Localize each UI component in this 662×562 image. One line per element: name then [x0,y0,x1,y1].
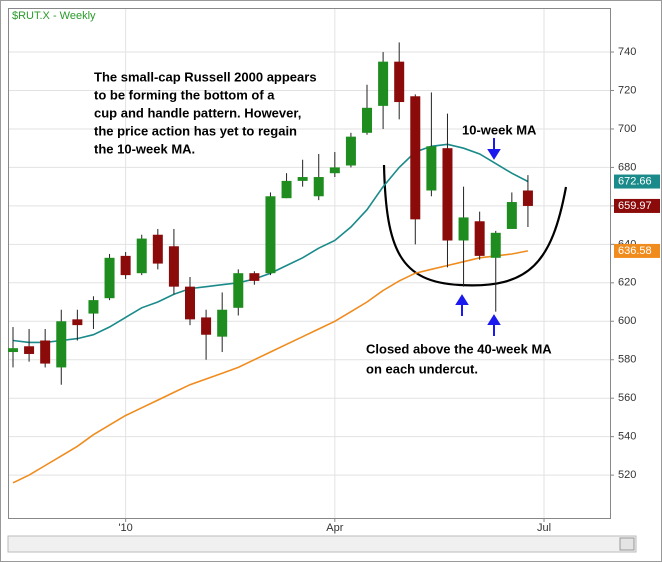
candle-body [297,177,308,181]
candle-body [104,257,115,299]
annotation-text: 10-week MA [462,122,537,137]
candle-body [394,61,405,103]
candle-body [24,346,35,354]
candle-body [442,148,453,241]
last-value-box [614,198,660,213]
candle-body [329,167,340,174]
candle-body [378,61,389,106]
scrollbar[interactable] [7,535,637,553]
arrows [455,138,501,336]
candle-body [7,348,18,353]
candle-body [168,246,179,287]
candle-body [217,309,228,337]
y-tick-label: 540 [618,431,636,443]
candle-body [281,180,292,199]
candle-body [458,217,469,241]
x-tick-label: Apr [326,522,343,534]
y-tick-label: 720 [618,84,636,96]
annotation-text: cup and handle pattern. However, [94,105,301,120]
candle-body [185,286,195,320]
moving-average-line [12,250,529,484]
candle-body [345,136,356,166]
candle-body [233,273,244,308]
y-tick-label: 580 [618,354,636,366]
candle-body [72,319,83,326]
chart-title: $RUT.X - Weekly [12,10,96,22]
candle-body [313,177,324,197]
annotation-text: to be forming the bottom of a [94,87,275,102]
candle-body [201,317,212,335]
plot-border [8,8,611,519]
y-tick-label: 700 [618,123,636,135]
candle-body [249,273,260,281]
arrow-head [455,294,469,305]
scroll-track[interactable] [7,535,637,553]
cup-outline [382,164,568,287]
arrow-head [487,149,501,160]
last-value-label: 659.97 [618,200,652,212]
candle-body [522,190,533,206]
candle-body [410,96,421,220]
y-tick-label: 560 [618,392,636,404]
candle-body [506,202,517,229]
annotation-text: the price action has yet to regain [94,123,297,138]
candle-body [40,340,51,364]
annotation-text: on each undercut. [366,361,478,376]
candle-body [474,221,485,256]
y-tick-label: 600 [618,315,636,327]
x-tick-label: '10 [118,522,132,534]
annotation-text: The small-cap Russell 2000 appears [94,69,317,84]
y-tick-label: 620 [618,277,636,289]
candle-body [426,146,437,191]
last-value-box [614,174,660,189]
candle-body [490,232,501,258]
candle-body [362,107,373,133]
candle-body [152,234,163,264]
candle-body [120,255,131,276]
y-tick-label: 680 [618,161,636,173]
y-tick-label: 740 [618,46,636,58]
last-value-label: 636.58 [618,245,652,257]
arrow-head [487,314,501,325]
scroll-thumb[interactable] [619,537,635,551]
candle-body [56,321,67,368]
candle-body [265,196,276,274]
annotation-text: Closed above the 40-week MA [366,341,552,356]
last-value-box [614,243,660,258]
y-tick-label: 520 [618,469,636,481]
candle-body [136,238,147,274]
last-value-label: 672.66 [618,175,652,187]
candle-body [88,300,99,314]
x-tick-label: Jul [537,522,551,534]
annotation-text: the 10-week MA. [94,141,195,156]
